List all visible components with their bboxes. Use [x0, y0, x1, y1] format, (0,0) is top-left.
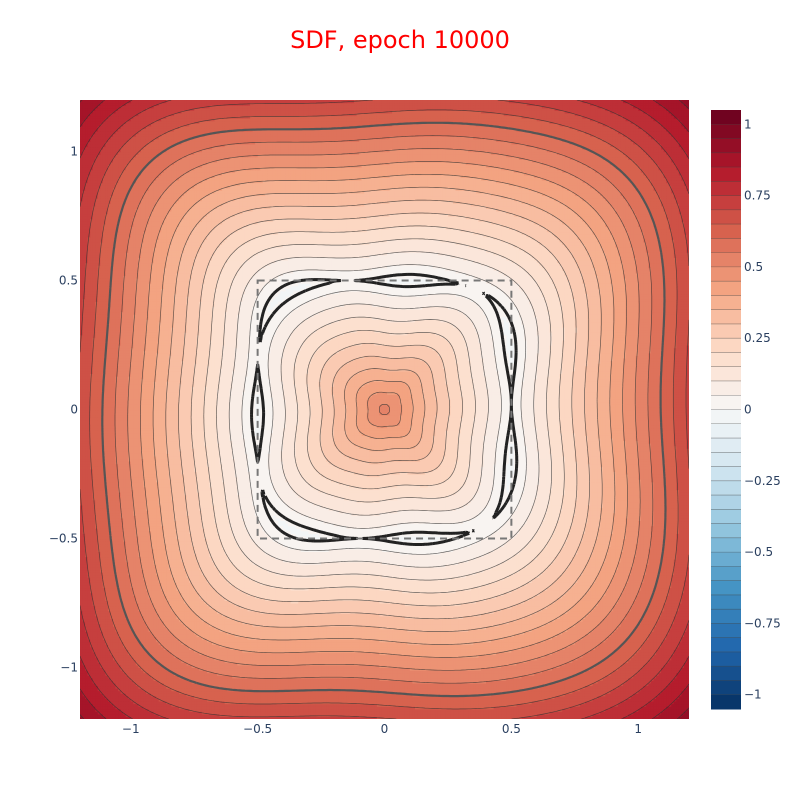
- contour-fills: [80, 100, 690, 720]
- plot-area: [80, 100, 690, 720]
- chart-title: SDF, epoch 10000: [290, 26, 510, 54]
